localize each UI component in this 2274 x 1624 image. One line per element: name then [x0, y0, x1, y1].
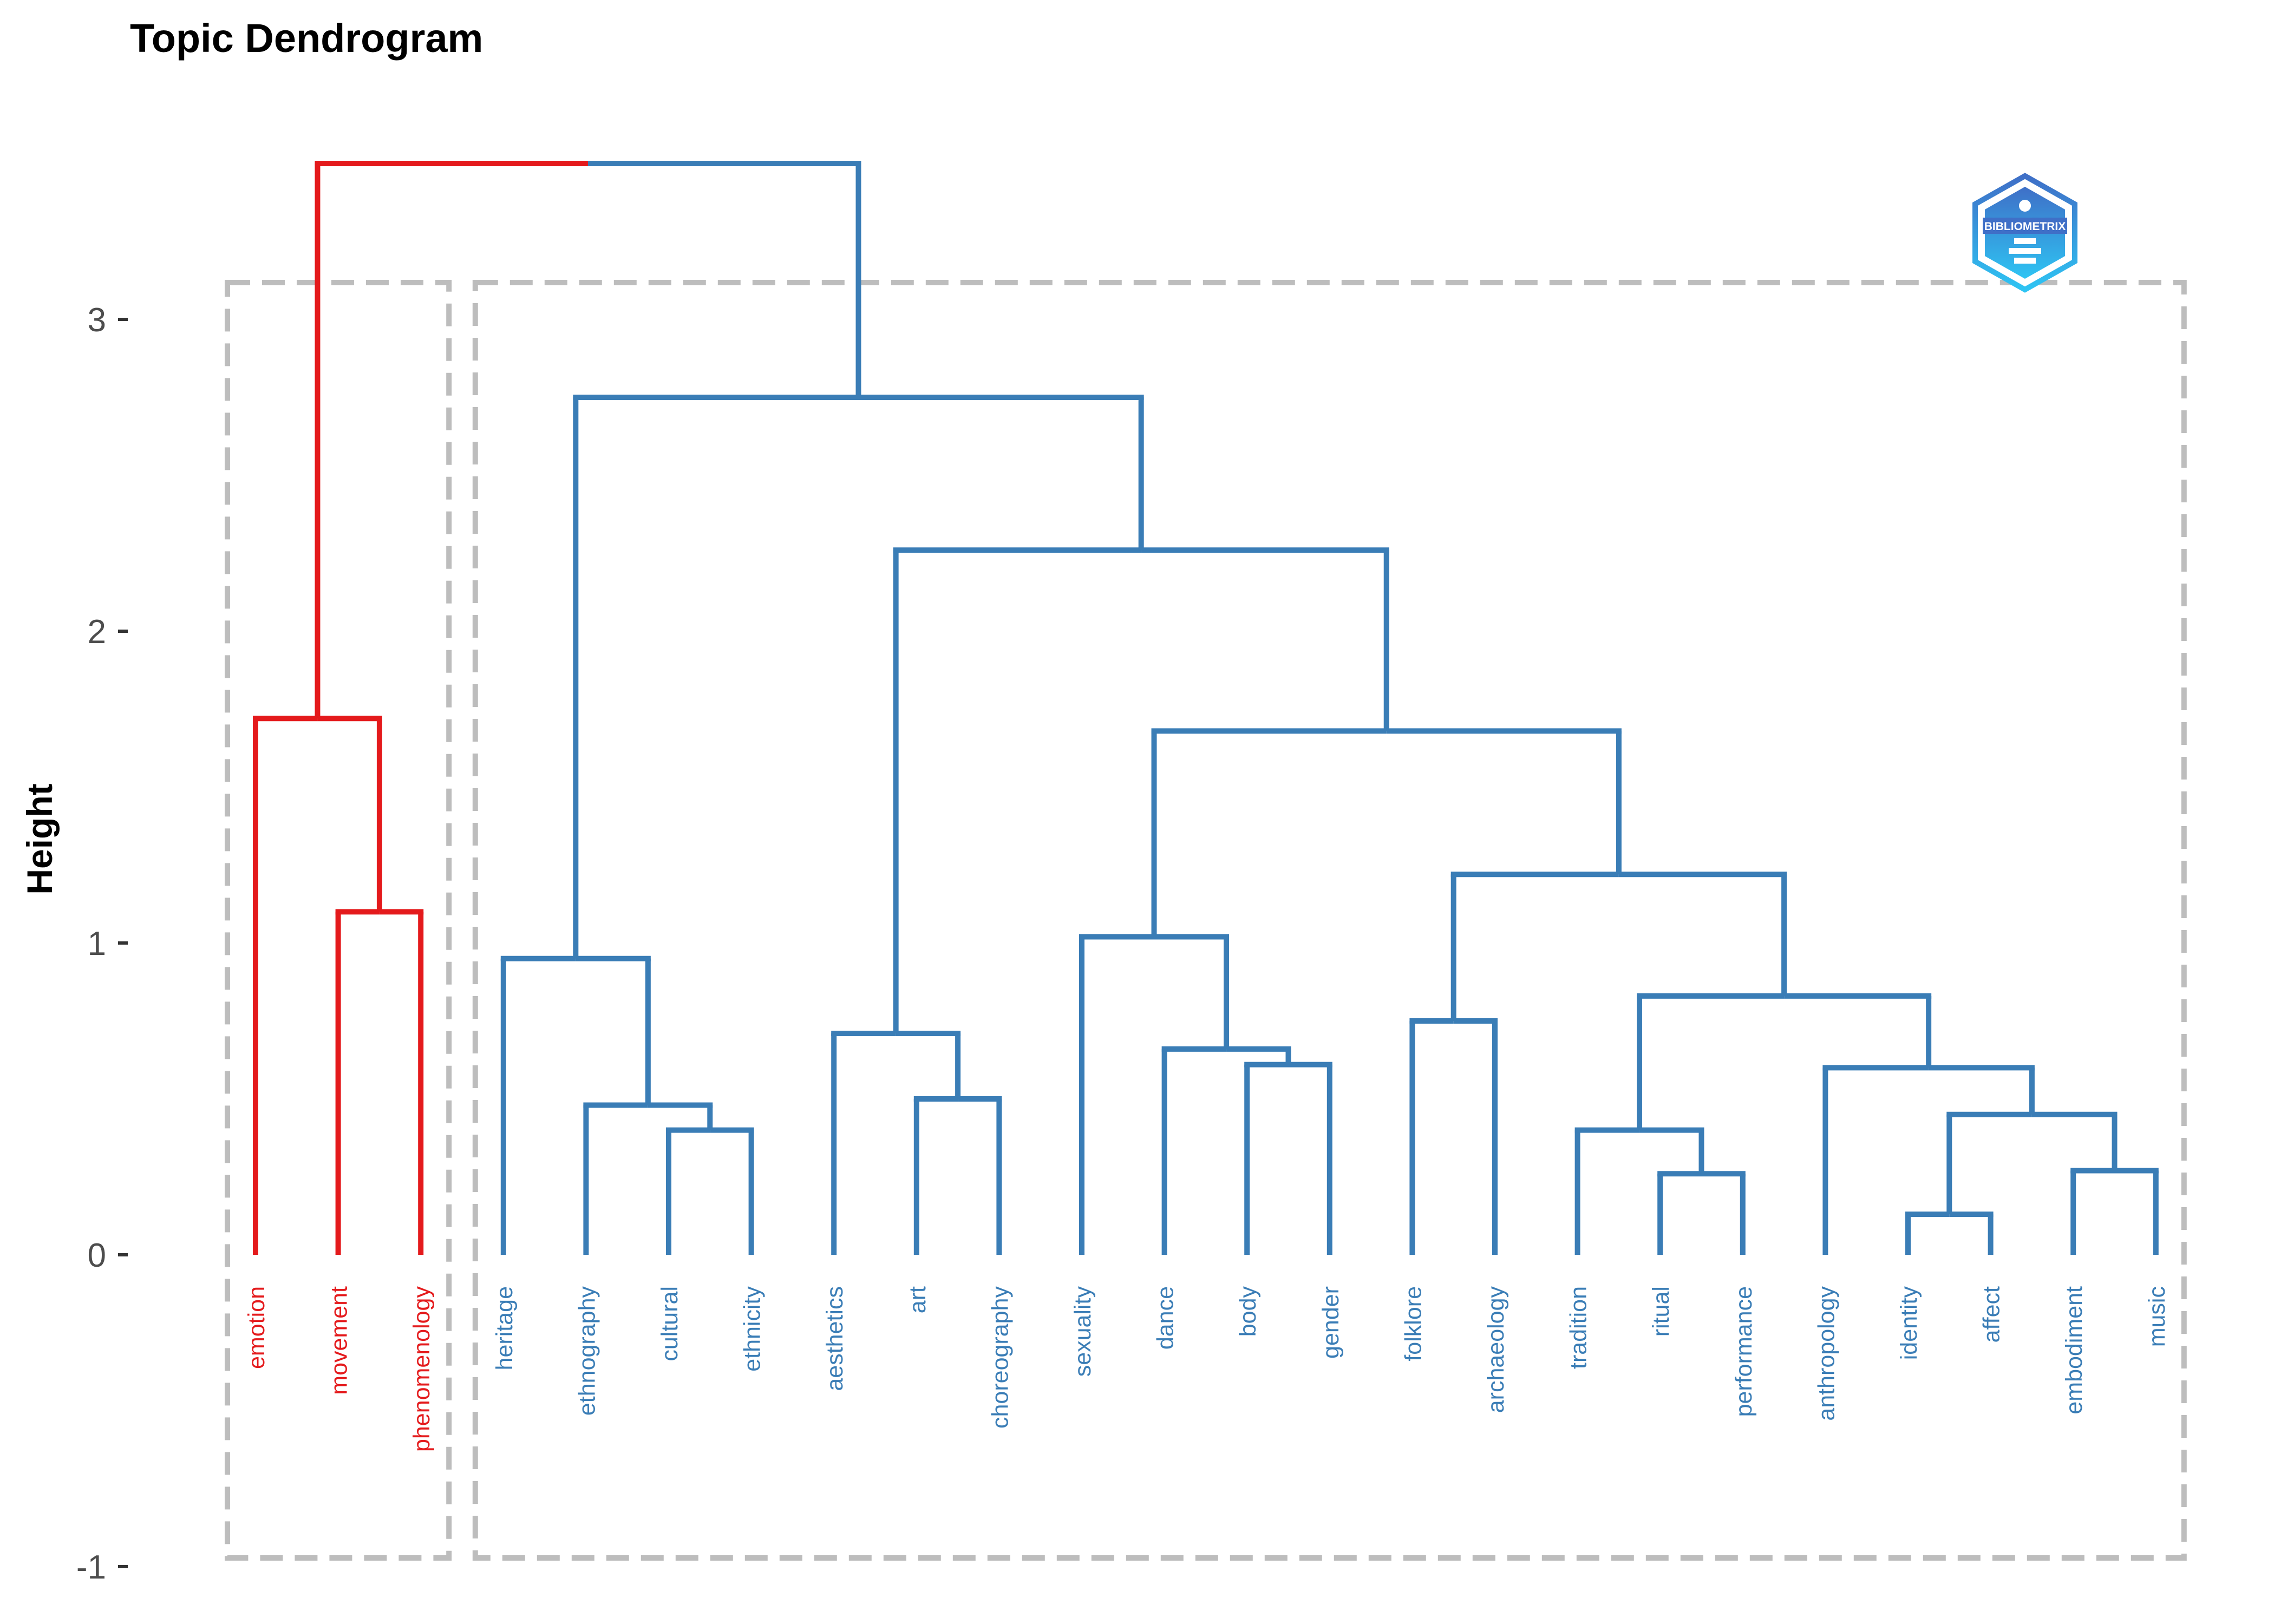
logo-bar-1 — [2014, 238, 2036, 244]
y-axis: -1 0 1 2 3 — [76, 302, 128, 1586]
y-tick-label: 3 — [88, 302, 106, 339]
leaf-label-music: music — [2144, 1286, 2170, 1347]
leaf-label-cultural: cultural — [657, 1286, 683, 1361]
leaf-label-choreography: choreography — [987, 1286, 1013, 1429]
leaf-label-art: art — [905, 1286, 931, 1313]
logo-text: BIBLIOMETRIX — [1984, 220, 2066, 233]
cluster-box — [472, 280, 2187, 1561]
bibliometrix-logo: BIBLIOMETRIX — [1972, 173, 2077, 293]
logo-figure-head — [2019, 200, 2031, 212]
leaf-label-body: body — [1235, 1286, 1261, 1337]
cluster-boxes — [225, 280, 2187, 1561]
leaf-label-dance: dance — [1153, 1286, 1179, 1350]
leaf-label-movement: movement — [326, 1286, 352, 1395]
leaf-label-heritage: heritage — [492, 1286, 518, 1370]
logo-bar-3 — [2014, 258, 2036, 264]
leaf-label-emotion: emotion — [244, 1286, 270, 1369]
chart-title: Topic Dendrogram — [130, 16, 483, 61]
leaf-labels: emotion movement phenomenology heritage ethn… — [244, 1286, 2170, 1452]
y-tick-label: 2 — [88, 613, 106, 651]
leaf-label-affect: affect — [1979, 1286, 2005, 1343]
leaf-label-ritual: ritual — [1648, 1286, 1674, 1337]
leaf-label-phenomenology: phenomenology — [409, 1286, 435, 1452]
leaf-label-archaeology: archaeology — [1483, 1286, 1509, 1413]
y-axis-title: Height — [19, 783, 60, 894]
leaf-label-anthropology: anthropology — [1813, 1286, 1839, 1421]
logo-banner — [1983, 218, 2067, 234]
leaf-label-folklore: folklore — [1400, 1286, 1426, 1361]
leaf-label-aesthetics: aesthetics — [822, 1286, 848, 1391]
logo-bar-2 — [2009, 248, 2041, 254]
y-tick-label: 0 — [88, 1237, 106, 1274]
y-tick-label: -1 — [76, 1549, 106, 1586]
leaf-label-ethnography: ethnography — [574, 1286, 600, 1416]
leaf-label-ethnicity: ethnicity — [740, 1286, 766, 1372]
leaf-label-sexuality: sexuality — [1070, 1286, 1096, 1377]
leaf-label-tradition: tradition — [1566, 1286, 1592, 1369]
leaf-label-performance: performance — [1731, 1286, 1757, 1417]
dendrogram-links — [253, 161, 2159, 1255]
leaf-label-embodiment: embodiment — [2061, 1286, 2087, 1415]
leaf-label-gender: gender — [1318, 1286, 1344, 1359]
leaf-label-identity: identity — [1896, 1286, 1922, 1360]
cluster-box — [225, 280, 452, 1561]
y-tick-label: 1 — [88, 925, 106, 962]
